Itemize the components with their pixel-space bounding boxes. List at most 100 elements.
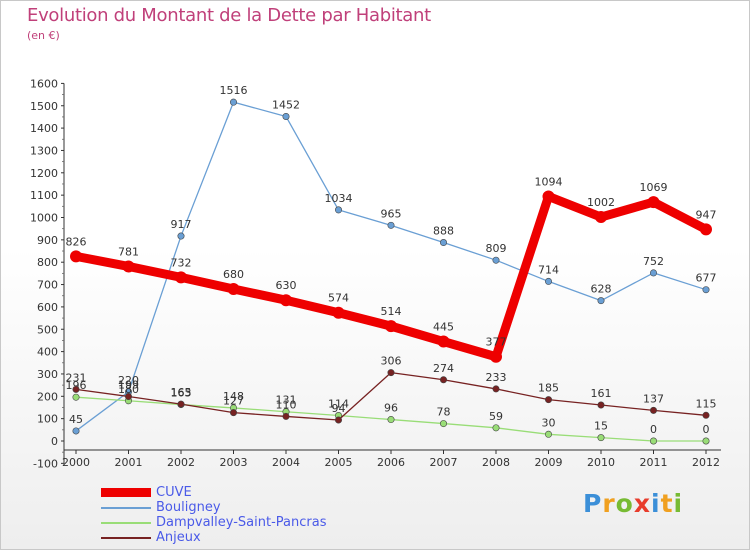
data-label: 628 <box>591 283 612 296</box>
series-anjeux: 231 199 165 127 110 94 306 274 233 185 161 137 115 <box>66 355 717 424</box>
x-tick-label: 2009 <box>535 456 563 469</box>
legend-label: Bouligney <box>156 500 221 515</box>
logo-letter: i <box>651 489 661 518</box>
data-point <box>230 98 238 106</box>
data-label: 199 <box>118 379 139 392</box>
data-point <box>439 239 447 247</box>
data-label: 185 <box>538 382 559 395</box>
data-point <box>385 320 397 333</box>
data-point <box>175 271 187 284</box>
logo-letter: x <box>633 489 651 518</box>
chart-subtitle: (en €) <box>27 29 60 42</box>
data-point <box>177 232 185 240</box>
y-tick-label: 1600 <box>30 77 58 90</box>
data-point <box>597 434 605 442</box>
data-point <box>649 437 657 445</box>
y-tick-label: 200 <box>37 390 58 403</box>
y-tick-label: 1500 <box>30 100 58 113</box>
chart-title: Evolution du Montant de la Dette par Hab… <box>27 5 431 26</box>
y-tick-label: 400 <box>37 346 58 359</box>
data-label: 1034 <box>325 192 353 205</box>
data-label: 714 <box>538 263 559 276</box>
data-label: 78 <box>437 406 451 419</box>
data-label: 0 <box>650 423 657 436</box>
series-bouligney: 45 220 917 1516 1452 1034 965 888 809 714 628 752 67… <box>69 84 717 435</box>
data-point <box>387 416 395 424</box>
legend-label: CUVE <box>156 485 192 500</box>
data-point <box>702 411 710 419</box>
data-point <box>227 283 240 296</box>
data-label: 781 <box>118 245 139 258</box>
data-label: 233 <box>486 371 507 384</box>
y-tick-label: 1100 <box>30 189 58 202</box>
data-label: 306 <box>381 355 402 368</box>
data-label: 96 <box>384 402 398 415</box>
data-label: 1002 <box>587 196 615 209</box>
x-tick-label: 2003 <box>220 456 248 469</box>
data-point <box>334 206 342 214</box>
y-tick-label: 300 <box>37 368 58 381</box>
x-tick-label: 2002 <box>167 456 195 469</box>
legend-label: Anjeux <box>156 530 201 545</box>
legend-label: Dampvalley-Saint-Pancras <box>156 515 327 530</box>
y-tick-label: 0 <box>51 435 58 448</box>
x-tick-label: 2011 <box>640 456 668 469</box>
data-point <box>439 420 447 428</box>
data-point <box>439 376 447 384</box>
y-tick-label: -100 <box>33 457 58 470</box>
data-label: 917 <box>171 218 192 231</box>
y-tick-label: 800 <box>37 256 58 269</box>
x-tick-label: 2000 <box>62 456 90 469</box>
data-point <box>544 396 552 404</box>
series-dampvalley-saint-pancras: 196 180 163 148 131 114 96 78 59 30 15 0 0 <box>66 379 710 445</box>
series-cuve: 826 781 732 680 630 574 514 445 377 1094 1002 1069 9… <box>66 175 717 363</box>
data-label: 220 <box>118 374 139 387</box>
data-point <box>702 437 710 445</box>
data-label: 114 <box>328 398 349 411</box>
data-label: 163 <box>171 387 192 400</box>
data-label: 1516 <box>220 84 248 97</box>
x-tick-label: 2010 <box>587 456 615 469</box>
data-label: 137 <box>643 392 664 405</box>
data-point <box>72 393 80 401</box>
data-label: 630 <box>276 279 297 292</box>
data-point <box>72 385 80 393</box>
data-label: 30 <box>542 416 556 429</box>
data-point <box>122 260 135 273</box>
data-label: 45 <box>69 413 83 426</box>
y-tick-label: 1200 <box>30 167 58 180</box>
y-tick-label: 1400 <box>30 122 58 135</box>
logo-letter: i <box>673 489 684 518</box>
data-label: 1452 <box>272 98 300 111</box>
data-label: 826 <box>66 235 87 248</box>
data-point <box>544 430 552 438</box>
data-label: 947 <box>696 208 717 221</box>
data-label: 445 <box>433 321 454 334</box>
data-label: 752 <box>643 255 664 268</box>
x-tick-label: 2005 <box>325 456 353 469</box>
data-point <box>177 400 185 408</box>
data-point <box>492 424 500 432</box>
data-label: 274 <box>433 362 454 375</box>
data-label: 59 <box>489 410 503 423</box>
y-tick-label: 700 <box>37 279 58 292</box>
legend-swatch <box>101 522 151 524</box>
data-label: 161 <box>591 387 612 400</box>
data-label: 680 <box>223 268 244 281</box>
data-point <box>544 277 552 285</box>
data-point <box>282 412 290 420</box>
legend-swatch <box>101 488 151 497</box>
data-label: 732 <box>171 256 192 269</box>
data-point <box>597 297 605 305</box>
data-label: 196 <box>66 379 87 392</box>
legend-swatch <box>101 537 151 539</box>
data-label: 514 <box>381 305 402 318</box>
x-tick-label: 2007 <box>430 456 458 469</box>
y-tick-label: 1000 <box>30 212 58 225</box>
data-label: 888 <box>433 225 454 238</box>
data-label: 148 <box>223 390 244 403</box>
data-label: 94 <box>332 402 346 415</box>
y-tick-label: 500 <box>37 323 58 336</box>
data-point <box>230 409 238 417</box>
data-point <box>387 221 395 229</box>
